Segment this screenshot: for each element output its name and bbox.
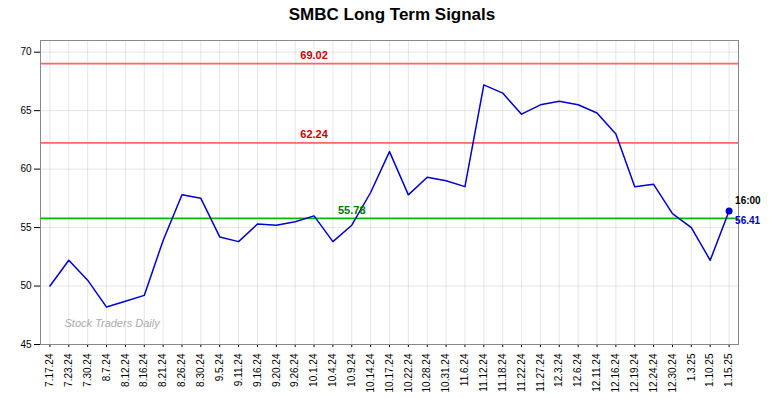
svg-text:12.11.24: 12.11.24 xyxy=(591,353,602,392)
svg-text:65: 65 xyxy=(20,105,32,116)
svg-text:8.7.24: 8.7.24 xyxy=(101,353,112,381)
svg-text:11.27.24: 11.27.24 xyxy=(535,353,546,392)
svg-text:69.02: 69.02 xyxy=(300,49,328,61)
svg-text:12.16.24: 12.16.24 xyxy=(610,353,621,392)
svg-text:16:00: 16:00 xyxy=(735,195,761,206)
svg-text:8.16.24: 8.16.24 xyxy=(138,353,149,387)
svg-text:10.4.24: 10.4.24 xyxy=(327,353,338,387)
svg-text:1.10.25: 1.10.25 xyxy=(704,353,715,387)
svg-text:12.30.24: 12.30.24 xyxy=(667,353,678,392)
svg-text:45: 45 xyxy=(20,339,32,350)
svg-text:Stock Traders Daily: Stock Traders Daily xyxy=(65,317,162,329)
svg-text:56.41: 56.41 xyxy=(735,215,760,226)
html-text:SMBC Long Term Signals: SMBC Long Term Signals xyxy=(288,5,496,24)
svg-text:8.30.24: 8.30.24 xyxy=(195,353,206,387)
svg-text:7.17.24: 7.17.24 xyxy=(44,353,55,387)
svg-text:1.3.25: 1.3.25 xyxy=(686,353,697,381)
svg-text:10.31.24: 10.31.24 xyxy=(440,353,451,392)
svg-text:8.12.24: 8.12.24 xyxy=(120,353,131,387)
svg-text:12.3.24: 12.3.24 xyxy=(553,353,564,387)
svg-text:50: 50 xyxy=(20,280,32,291)
svg-text:8.26.24: 8.26.24 xyxy=(176,353,187,387)
svg-text:10.1.24: 10.1.24 xyxy=(308,353,319,387)
svg-text:9.20.24: 9.20.24 xyxy=(271,353,282,387)
svg-text:12.19.24: 12.19.24 xyxy=(629,353,640,392)
svg-text:11.18.24: 11.18.24 xyxy=(497,353,508,392)
svg-text:62.24: 62.24 xyxy=(300,128,328,140)
svg-text:10.22.24: 10.22.24 xyxy=(403,353,414,392)
svg-text:11.22.24: 11.22.24 xyxy=(516,353,527,392)
svg-text:9.11.24: 9.11.24 xyxy=(233,353,244,386)
svg-text:8.21.24: 8.21.24 xyxy=(157,353,168,387)
svg-text:55.78: 55.78 xyxy=(338,204,366,216)
svg-text:7.30.24: 7.30.24 xyxy=(82,353,93,387)
svg-text:12.6.24: 12.6.24 xyxy=(572,353,583,387)
svg-text:1.15.25: 1.15.25 xyxy=(723,353,734,387)
svg-text:11.6.24: 11.6.24 xyxy=(459,353,470,386)
svg-text:60: 60 xyxy=(20,163,32,174)
svg-text:10.9.24: 10.9.24 xyxy=(346,353,357,387)
svg-text:7.23.24: 7.23.24 xyxy=(63,353,74,387)
svg-text:70: 70 xyxy=(20,46,32,57)
svg-text:9.5.24: 9.5.24 xyxy=(214,353,225,381)
svg-text:11.12.24: 11.12.24 xyxy=(478,353,489,392)
svg-text:12.24.24: 12.24.24 xyxy=(648,353,659,392)
svg-text:10.14.24: 10.14.24 xyxy=(365,353,376,392)
svg-text:55: 55 xyxy=(20,222,32,233)
svg-text:10.28.24: 10.28.24 xyxy=(421,353,432,392)
svg-text:9.16.24: 9.16.24 xyxy=(252,353,263,387)
svg-text:10.17.24: 10.17.24 xyxy=(384,353,395,392)
svg-text:9.26.24: 9.26.24 xyxy=(289,353,300,387)
